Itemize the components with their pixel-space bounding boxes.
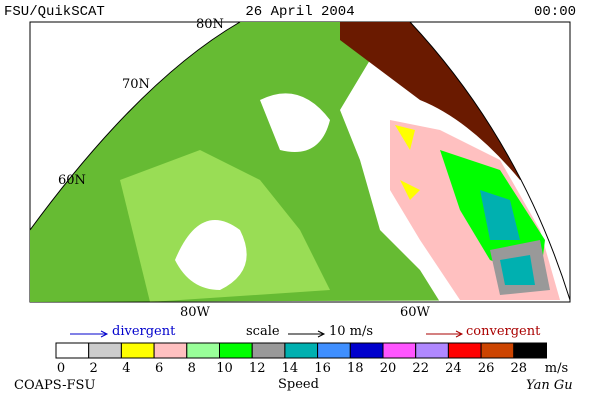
colorbar-tick-label: 6: [155, 361, 163, 376]
land: [30, 22, 440, 302]
colorbar-tick-label: 24: [445, 361, 462, 376]
product-label: FSU/QuikSCAT: [4, 4, 105, 20]
colorbar-tick-label: 14: [282, 361, 299, 376]
vector-key: divergent scale 10 m/s convergent: [70, 324, 541, 339]
colorbar-tick-label: 8: [188, 361, 196, 376]
wind-field: [480, 190, 520, 240]
colorbar-cell: [186, 342, 221, 359]
colorbar-tick-label: 28: [511, 361, 528, 376]
colorbar-tick-label: 22: [412, 361, 429, 376]
date-label: 26 April 2004: [245, 4, 354, 20]
divergent-label: divergent: [112, 324, 176, 339]
scale-arrow: [317, 330, 326, 338]
colorbar-cell: [317, 342, 351, 359]
scale-label: scale: [246, 324, 280, 339]
convergent-label: convergent: [466, 324, 541, 339]
colorbar-tick-label: 0: [57, 361, 65, 376]
colorbar-tick-label: 10: [216, 361, 233, 376]
colorbar-title: Speed: [278, 377, 319, 392]
colorbar-cell: [153, 342, 188, 359]
colorbar-cell: [88, 342, 122, 359]
lat-label: 60N: [58, 173, 86, 188]
colorbar-cell: [55, 342, 90, 359]
hudson-bay: [175, 220, 247, 290]
colorbar-unit: m/s: [545, 361, 568, 376]
colorbar-cell: [251, 342, 286, 359]
colorbar-cell: [382, 342, 417, 359]
convergent-arrow: [455, 330, 464, 338]
colorbar-cell: [415, 342, 449, 359]
divergent-arrow: [100, 330, 109, 338]
colorbar: 0 2 4 6 8 10 12 14 16 18 20 22 24 26 28 m/s: [55, 342, 568, 376]
greenland: [340, 22, 540, 180]
colorbar-tick-label: 16: [314, 361, 331, 376]
colorbar-tick-label: 26: [478, 361, 495, 376]
colorbar-cell: [513, 342, 547, 359]
source-label: COAPS-FSU: [14, 378, 95, 393]
author-label: Yan Gu: [526, 378, 573, 393]
wind-field: [500, 255, 535, 285]
lat-label: 80N: [196, 17, 224, 32]
colorbar-tick-label: 2: [90, 361, 98, 376]
scale-value: 10 m/s: [329, 324, 373, 339]
colorbar-tick-label: 12: [249, 361, 266, 376]
colorbar-tick-label: 20: [380, 361, 397, 376]
map-area: 80N 70N 60N 80W 60W: [29, 17, 571, 320]
colorbar-cell: [219, 342, 253, 359]
lat-label: 70N: [122, 77, 150, 92]
colorbar-cell: [480, 342, 515, 359]
map-content: [30, 22, 560, 302]
water: [260, 93, 330, 152]
colorbar-tick-label: 18: [347, 361, 364, 376]
wind-field: [395, 125, 420, 200]
colorbar-tick-label: 4: [122, 361, 130, 376]
colorbar-cell: [349, 342, 384, 359]
colorbar-cell: [284, 342, 319, 359]
colorbar-cell: [447, 342, 482, 359]
time-label: 00:00: [534, 4, 576, 20]
lon-label: 80W: [180, 305, 211, 320]
lon-label: 60W: [400, 305, 431, 320]
colorbar-cell: [120, 342, 155, 359]
map-boundary: [29, 21, 571, 301]
